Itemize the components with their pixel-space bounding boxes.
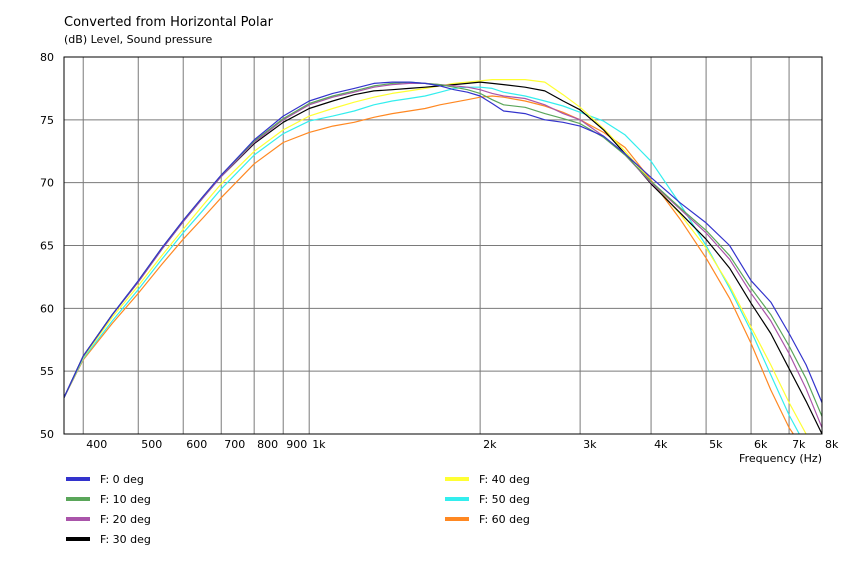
x-tick-label: 7k [792, 438, 806, 451]
legend-item: F: 0 deg [66, 473, 144, 486]
legend-item: F: 10 deg [66, 493, 151, 506]
y-tick-label: 70 [40, 177, 54, 190]
legend-item: F: 50 deg [445, 493, 530, 506]
y-tick-label: 60 [40, 302, 54, 315]
x-tick-label: 700 [224, 438, 245, 451]
chart-subtitle: (dB) Level, Sound pressure [64, 33, 213, 46]
x-tick-label: 600 [186, 438, 207, 451]
series-line-5 [64, 86, 800, 434]
legend-label: F: 40 deg [479, 473, 530, 486]
x-tick-label: 1k [312, 438, 326, 451]
series-line-6 [64, 95, 795, 434]
series-layer [64, 78, 822, 434]
legend-swatch [66, 477, 90, 481]
x-tick-label: 900 [286, 438, 307, 451]
x-tick-label: 5k [709, 438, 723, 451]
legend-label: F: 20 deg [100, 513, 151, 526]
legend-label: F: 30 deg [100, 533, 151, 546]
legend-swatch [66, 497, 90, 501]
chart-title: Converted from Horizontal Polar [64, 15, 274, 30]
series-line-2 [64, 82, 822, 428]
series-line-0 [64, 81, 822, 403]
y-tick-label: 55 [40, 365, 54, 378]
x-tick-label: 500 [141, 438, 162, 451]
legend-label: F: 50 deg [479, 493, 530, 506]
x-tick-label: 6k [754, 438, 768, 451]
legend-label: F: 0 deg [100, 473, 144, 486]
legend-item: F: 40 deg [445, 473, 530, 486]
legend-swatch [445, 477, 469, 481]
legend-label: F: 60 deg [479, 513, 530, 526]
x-tick-label: 800 [257, 438, 278, 451]
x-axis-label: Frequency (Hz) [739, 452, 822, 465]
x-tick-label: 8k [825, 438, 839, 451]
y-tick-label: 50 [40, 428, 54, 441]
x-tick-label: 3k [583, 438, 597, 451]
series-line-4 [64, 78, 807, 434]
legend-swatch [445, 517, 469, 521]
y-tick-labels: 80 75 70 65 60 55 50 [40, 51, 54, 441]
y-tick-label: 65 [40, 240, 54, 253]
x-tick-label: 2k [483, 438, 497, 451]
legend-item: F: 30 deg [66, 533, 151, 546]
y-tick-label: 75 [40, 114, 54, 127]
x-tick-label: 400 [86, 438, 107, 451]
x-tick-label: 4k [654, 438, 668, 451]
legend-swatch [445, 497, 469, 501]
legend-swatch [66, 537, 90, 541]
legend-swatch [66, 517, 90, 521]
x-tick-labels: 400 500 600 700 800 900 1k 2k 3k 4k 5k 6k 7k 8k [86, 438, 839, 451]
y-tick-label: 80 [40, 51, 54, 64]
legend-item: F: 60 deg [445, 513, 530, 526]
legend: F: 0 deg F: 10 deg F: 20 deg F: 30 deg F: 40… [66, 473, 530, 546]
plot-border [63, 56, 823, 435]
legend-label: F: 10 deg [100, 493, 151, 506]
legend-item: F: 20 deg [66, 513, 151, 526]
